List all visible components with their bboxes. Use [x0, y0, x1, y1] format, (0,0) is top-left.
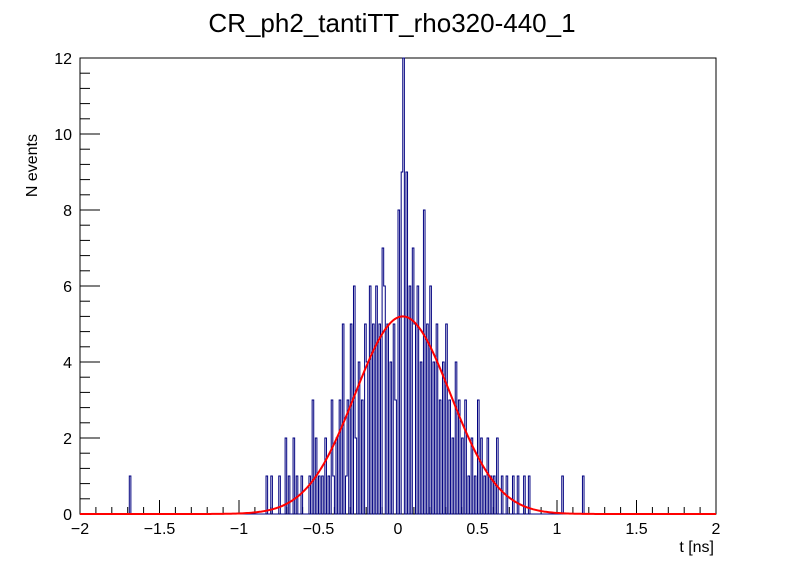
- x-tick-label: 0: [394, 521, 403, 538]
- x-axis-label: t [ns]: [679, 539, 714, 556]
- histogram-outline: [80, 57, 716, 515]
- y-tick-label: 0: [63, 507, 72, 524]
- fit-curve: [80, 315, 716, 515]
- chart-title: CR_ph2_tantiTT_rho320-440_1: [208, 8, 575, 38]
- fit-curve-group: [80, 315, 716, 515]
- x-tick-label: −1.5: [144, 521, 176, 538]
- y-tick-label: 4: [63, 355, 72, 372]
- x-tick-label: −1: [230, 521, 248, 538]
- x-tick-label: 2: [712, 521, 721, 538]
- histogram-bars: [80, 57, 716, 515]
- x-tick-label: 1: [553, 521, 562, 538]
- x-tick-label: −0.5: [303, 521, 335, 538]
- x-tick-label: −2: [71, 521, 89, 538]
- y-tick-label: 10: [54, 127, 72, 144]
- x-tick-label: 1.5: [625, 521, 647, 538]
- axis-tick-labels: −2 −1.5 −1 −0.5 0 0.5 1 1.5 2 0 2 4 6 8 10 12: [54, 51, 720, 538]
- y-tick-label: 8: [63, 203, 72, 220]
- y-axis-label: N events: [24, 134, 41, 197]
- y-tick-label: 12: [54, 51, 72, 68]
- x-tick-label: 0.5: [466, 521, 488, 538]
- y-tick-label: 6: [63, 279, 72, 296]
- y-tick-label: 2: [63, 431, 72, 448]
